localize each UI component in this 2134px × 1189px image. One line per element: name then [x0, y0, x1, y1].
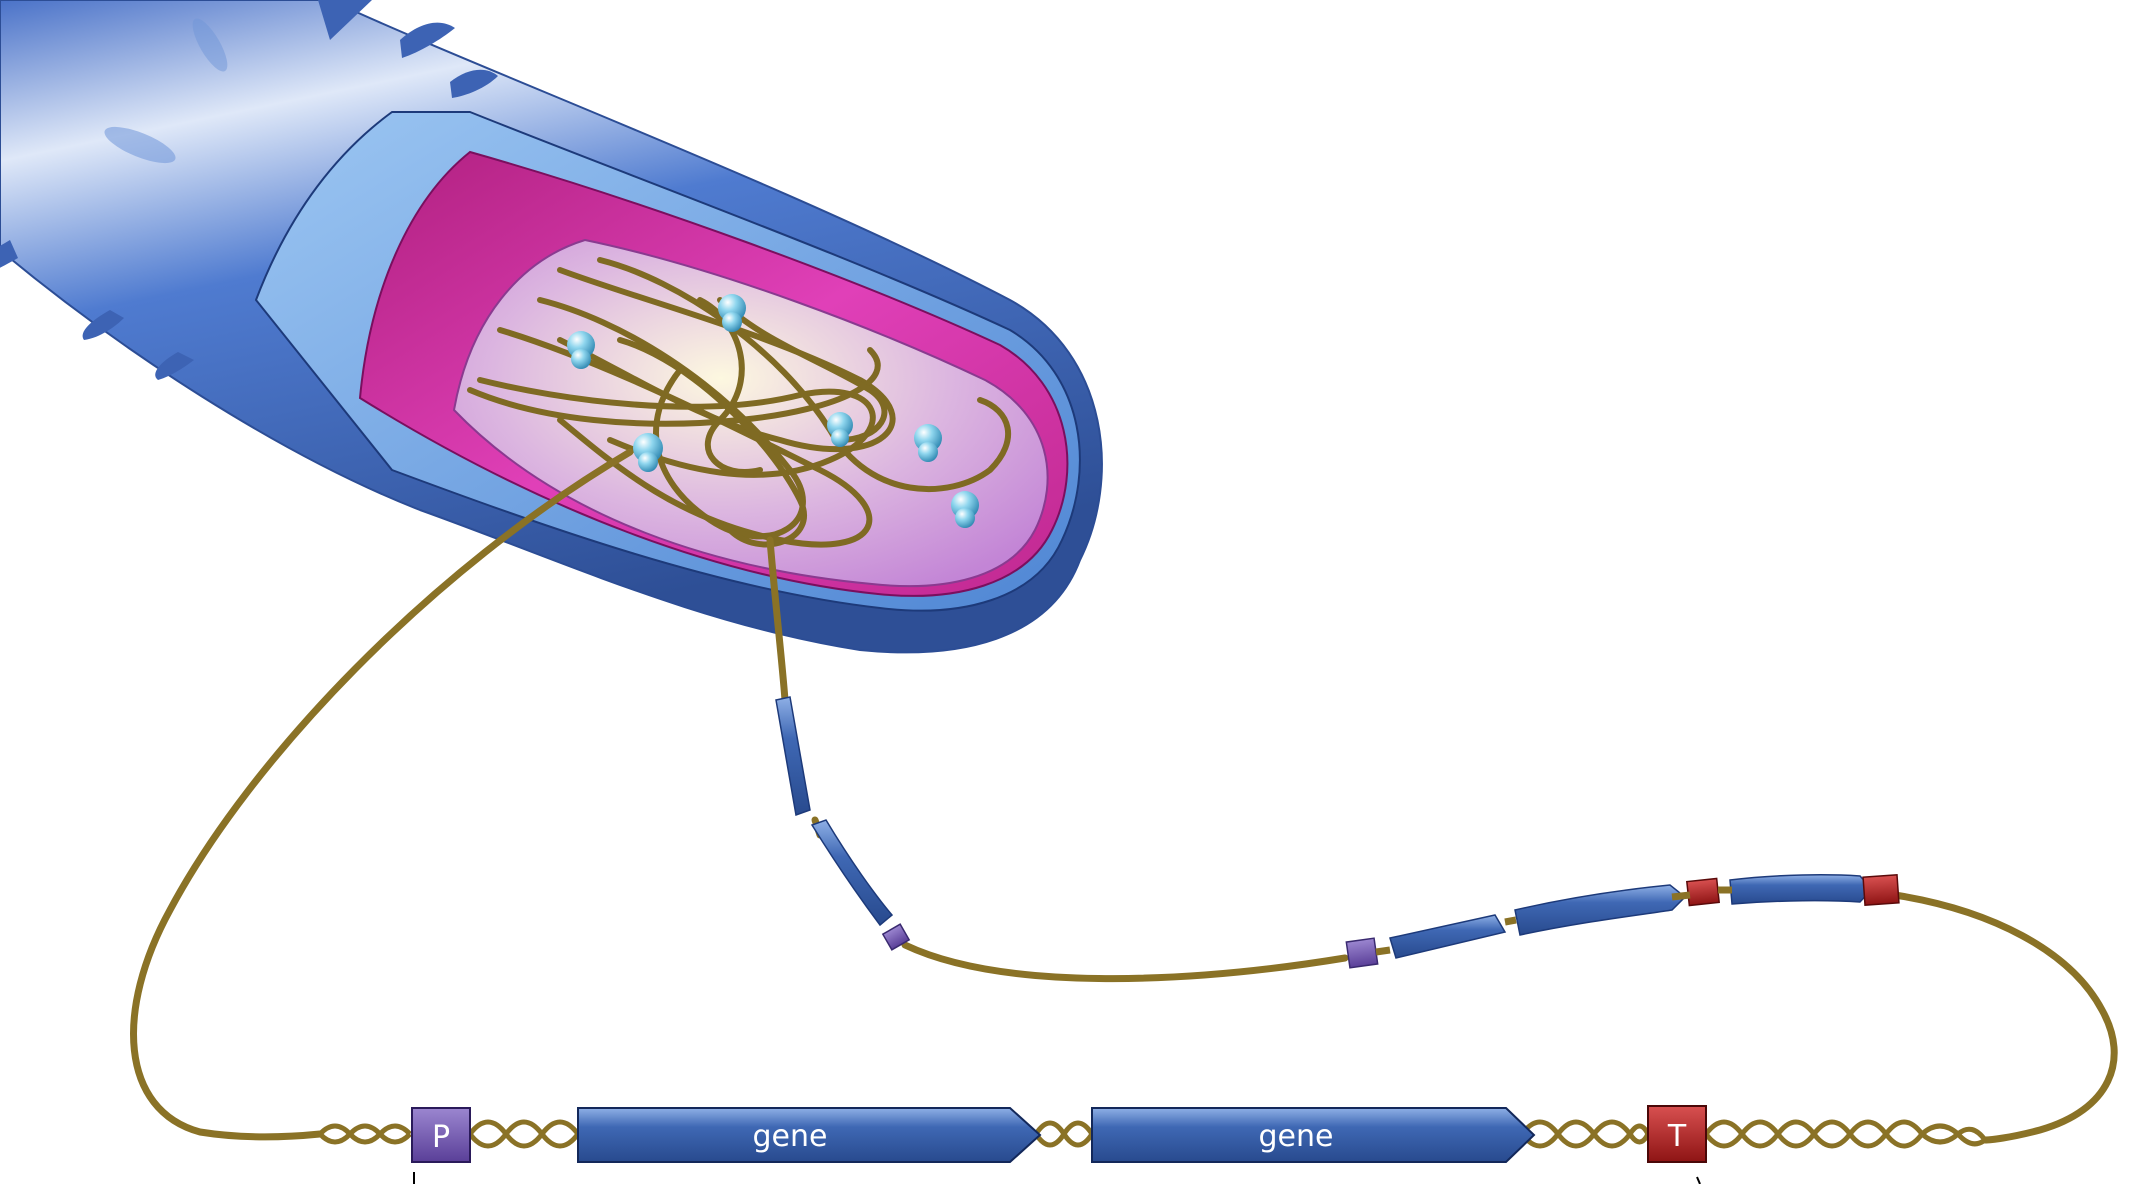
terminator-tick: [1696, 1176, 1701, 1185]
pili: [0, 0, 498, 380]
ribosome-icon: [827, 412, 853, 447]
terminator-label: T: [1667, 1119, 1687, 1154]
ribosome-icon: [567, 331, 595, 369]
dna-strand: [130, 448, 2118, 1144]
ribosomes: [567, 294, 979, 528]
gene-block-1: gene: [577, 1107, 1042, 1163]
ribosome-icon: [633, 433, 663, 472]
ribosome-icon: [718, 294, 746, 332]
ribosome-icon: [951, 491, 979, 528]
gene-block-2: gene: [1091, 1107, 1536, 1163]
bacterium-cell: [0, 0, 1103, 654]
terminator-block: T: [1647, 1105, 1707, 1163]
gene-2-label: gene: [1259, 1119, 1334, 1154]
promoter-label: P: [432, 1120, 450, 1155]
promoter-block: P: [411, 1107, 471, 1163]
gene-1-label: gene: [753, 1119, 828, 1154]
gene-construct: P gene gene T: [318, 1105, 1988, 1185]
dna-segment-blocks: [775, 696, 1900, 969]
double-helix: [318, 1119, 1988, 1149]
ribosome-icon: [914, 424, 942, 462]
cytoplasm: [452, 238, 1049, 588]
